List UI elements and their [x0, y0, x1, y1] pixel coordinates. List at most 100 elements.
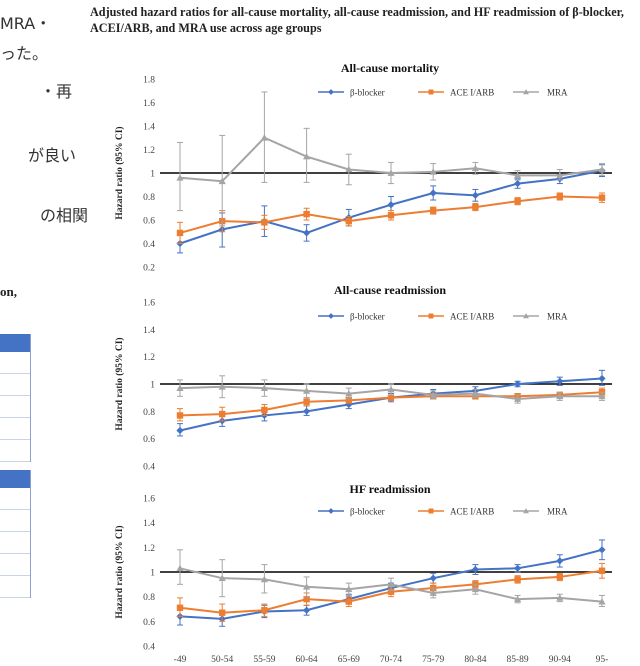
data-point-mra [345, 165, 353, 173]
legend-label-acei: ACE I/ARB [450, 312, 494, 322]
data-point-beta [598, 546, 606, 554]
data-point-beta [514, 179, 522, 188]
chart-panel-3: HF readmission Hazard ratio (95% CI) 0.4 0.… [114, 482, 612, 665]
legend-label-mra: MRA [547, 88, 568, 98]
data-point-mra [218, 383, 226, 390]
table-row [0, 554, 30, 576]
y-tick-label: 0.8 [143, 193, 155, 203]
data-point-beta [471, 191, 479, 199]
data-point-mra [514, 595, 522, 603]
jp-text-line-2: った。 [0, 44, 49, 63]
y-tick-label: 1.8 [143, 76, 155, 86]
figure-title: Adjusted hazard ratios for all-cause mor… [90, 5, 624, 35]
legend-label-beta: β-blocker [350, 88, 385, 98]
x-tick-label: 85-89 [507, 655, 529, 665]
data-point-beta [387, 201, 395, 209]
x-tick-label: 50-54 [211, 655, 233, 665]
data-point-beta [556, 557, 564, 565]
data-point-acei [345, 598, 352, 605]
data-point-acei [514, 576, 521, 583]
data-point-mra [556, 594, 564, 601]
y-tick-label: 1.4 [143, 123, 155, 133]
x-tick-label: 75-79 [422, 655, 444, 665]
jp-text-line-3: ・再 [40, 82, 73, 101]
legend-label-beta: β-blocker [350, 507, 385, 517]
data-point-acei [472, 203, 479, 211]
y-tick-label: 1.2 [143, 353, 155, 363]
data-point-beta [176, 426, 184, 435]
data-point-acei [387, 588, 395, 595]
data-point-mra [303, 387, 311, 394]
data-point-acei [514, 198, 521, 205]
data-point-mra [176, 384, 184, 391]
table-row [0, 396, 30, 418]
table-fragment-2 [0, 470, 31, 598]
y-tick-label: 0.8 [143, 408, 155, 418]
chart-title: All-cause readmission [334, 283, 446, 297]
data-point-mra [345, 389, 353, 397]
section-fragment: on, [0, 284, 17, 299]
y-tick-label: 0.8 [143, 593, 155, 603]
data-point-beta [514, 380, 522, 388]
data-point-acei [176, 604, 184, 611]
x-tick-label: -49 [174, 655, 187, 665]
data-point-mra [556, 392, 564, 400]
legend-marker-mra [523, 89, 529, 95]
data-point-mra [556, 171, 564, 179]
data-point-mra [471, 389, 479, 397]
data-point-acei [303, 398, 310, 405]
y-axis-label: Hazard ratio (95% CI) [114, 126, 125, 219]
legend-label-beta: β-blocker [350, 312, 385, 322]
data-point-mra [260, 384, 268, 391]
data-point-beta [303, 407, 311, 415]
chart-title: All-cause mortality [341, 61, 439, 75]
data-point-beta [514, 564, 522, 572]
data-point-beta [598, 374, 606, 383]
y-tick-label: 1.6 [143, 99, 155, 109]
data-point-beta [303, 606, 311, 614]
data-point-acei [430, 207, 437, 214]
data-point-mra [514, 171, 522, 179]
table-fragment-1 [0, 334, 31, 462]
data-point-acei [598, 194, 606, 201]
data-point-acei [303, 210, 310, 218]
jp-text-line-4: が良い [28, 146, 77, 165]
x-tick-label: 55-59 [253, 655, 275, 665]
x-tick-label: 60-64 [296, 655, 318, 665]
data-point-acei [345, 217, 352, 225]
data-point-mra [387, 580, 395, 588]
legend-label-acei: ACE I/ARB [450, 507, 494, 517]
data-point-acei [556, 193, 563, 200]
jp-text-line-1: MRA・ [0, 14, 52, 33]
y-tick-label: 0.6 [143, 217, 155, 227]
x-tick-label: 80-84 [464, 655, 486, 665]
y-axis-label: Hazard ratio (95% CI) [114, 337, 125, 430]
y-tick-label: 1 [150, 569, 155, 579]
data-point-mra [598, 165, 606, 173]
data-point-acei [261, 607, 268, 614]
table-row [0, 374, 30, 396]
data-point-mra [429, 589, 437, 596]
chart-panel-1: All-cause mortality Hazard ratio (95% CI)… [114, 61, 612, 274]
legend-label-acei: ACE I/ARB [450, 88, 494, 98]
table-row [0, 418, 30, 440]
x-tick-label: 65-69 [338, 655, 360, 665]
data-point-mra [176, 174, 184, 181]
data-point-acei [303, 595, 310, 603]
table-header [0, 334, 30, 352]
data-point-mra [387, 169, 395, 176]
data-point-acei [598, 567, 606, 574]
data-point-acei [219, 609, 226, 616]
data-point-mra [260, 575, 268, 583]
legend-marker-beta [328, 313, 334, 319]
table-row [0, 510, 30, 532]
table-row [0, 532, 30, 554]
legend-label-mra: MRA [547, 312, 568, 322]
data-point-mra [176, 564, 184, 572]
data-point-mra [514, 395, 522, 402]
data-point-mra [598, 392, 606, 400]
legend-marker-acei [428, 313, 434, 319]
data-point-mra [429, 168, 437, 175]
data-point-acei [387, 394, 395, 401]
